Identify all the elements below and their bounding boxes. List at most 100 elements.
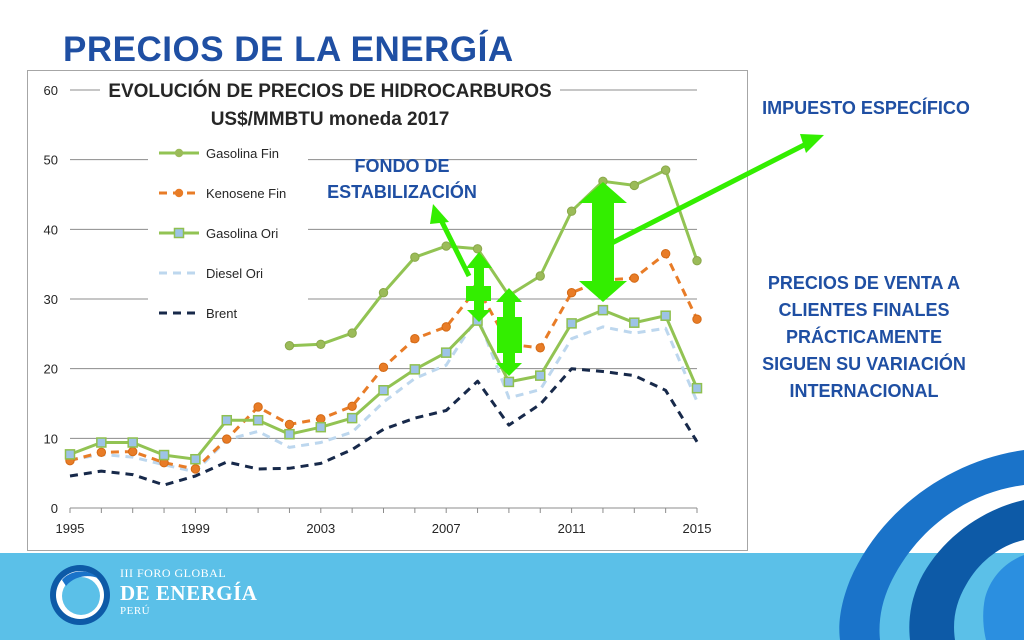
y-tick-label: 0 xyxy=(51,501,58,516)
note-line: CLIENTES FINALES xyxy=(778,300,950,320)
data-point-kenosene-fin xyxy=(598,275,608,285)
chart-subtitle: US$/MMBTU moneda 2017 xyxy=(211,109,450,130)
note-precios-venta: PRECIOS DE VENTA A CLIENTES FINALES PRÁC… xyxy=(752,270,976,405)
data-point-gasolina-fin xyxy=(316,339,326,349)
legend-label-gasolina-ori: Gasolina Ori xyxy=(206,226,278,241)
data-point-gasolina-ori xyxy=(158,449,170,461)
note-line: SIGUEN SU VARIACIÓN xyxy=(762,354,966,374)
y-tick-label: 20 xyxy=(44,362,58,377)
data-point-gasolina-fin xyxy=(410,252,420,262)
x-tick-label: 1995 xyxy=(56,521,85,536)
corner-swoosh-decoration xyxy=(839,450,1024,640)
y-tick-label: 40 xyxy=(44,222,58,237)
data-point-kenosene-fin xyxy=(222,434,232,444)
data-point-gasolina-ori xyxy=(566,318,577,329)
legend-marker-kenosene-fin xyxy=(174,188,184,198)
legend-marker-gasolina-ori xyxy=(173,227,185,239)
data-point-kenosene-fin xyxy=(629,273,639,283)
legend-label-gasolina-fin: Gasolina Fin xyxy=(206,146,279,161)
data-point-gasolina-ori xyxy=(315,421,327,433)
series-line-gasolina-ori xyxy=(69,308,699,461)
data-point-gasolina-ori xyxy=(284,428,295,440)
y-tick-label: 10 xyxy=(44,431,58,446)
data-point-kenosene-fin xyxy=(128,446,138,457)
data-point-gasolina-fin xyxy=(566,206,577,216)
data-point-kenosene-fin xyxy=(535,343,545,353)
data-point-gasolina-fin xyxy=(378,288,389,298)
line-chart: 0 10 20 30 40 50 60 1995 1999 2003 2007 2011 2015 Ga… xyxy=(44,75,712,536)
page-title: PRECIOS DE LA ENERGÍA xyxy=(63,30,514,69)
x-tick-label: 2011 xyxy=(558,521,586,536)
note-line: PRÁCTICAMENTE xyxy=(786,327,942,347)
y-tick-label: 30 xyxy=(44,292,58,307)
data-point-gasolina-ori xyxy=(378,385,389,396)
data-point-kenosene-fin xyxy=(378,362,389,372)
data-point-gasolina-ori xyxy=(346,412,358,424)
data-point-gasolina-fin xyxy=(629,180,639,191)
x-tick-label: 2003 xyxy=(306,521,335,536)
data-point-gasolina-ori xyxy=(691,382,703,394)
data-point-gasolina-ori xyxy=(190,453,201,465)
chart-container: 0 10 20 30 40 50 60 1995 1999 2003 2007 2011 2015 Ga… xyxy=(27,70,748,551)
data-point-gasolina-ori xyxy=(472,315,483,326)
data-point-gasolina-ori xyxy=(440,347,452,358)
axes: 0 10 20 30 40 50 60 1995 1999 2003 2007 2011 2015 xyxy=(44,83,712,536)
data-point-gasolina-ori xyxy=(64,449,76,460)
data-point-gasolina-fin xyxy=(284,340,295,351)
footer-line-1: III FORO GLOBAL xyxy=(120,566,227,580)
data-point-kenosene-fin xyxy=(253,402,263,412)
foro-logo-icon xyxy=(50,565,110,625)
y-tick-label: 50 xyxy=(44,153,58,168)
note-line: FONDO DE xyxy=(354,156,450,176)
note-line: ESTABILIZACIÓN xyxy=(327,182,477,202)
footer-brand: III FORO GLOBAL DE ENERGÍA PERÚ xyxy=(120,566,257,617)
data-point-gasolina-fin xyxy=(660,165,671,175)
legend-label-diesel-ori: Diesel Ori xyxy=(206,266,263,281)
data-point-kenosene-fin xyxy=(566,288,577,298)
note-line: PRECIOS DE VENTA A xyxy=(767,273,961,293)
data-point-kenosene-fin xyxy=(410,334,420,344)
note-fondo-estabilizacion: FONDO DE ESTABILIZACIÓN xyxy=(322,153,482,205)
data-point-gasolina-ori xyxy=(96,437,107,448)
footer-line-2: DE ENERGÍA xyxy=(120,581,258,605)
legend-marker-gasolina-fin xyxy=(174,148,184,158)
data-point-gasolina-fin xyxy=(598,176,608,186)
x-tick-label: 1999 xyxy=(181,521,210,536)
data-point-gasolina-fin xyxy=(347,328,357,338)
data-point-gasolina-fin xyxy=(504,290,514,301)
data-point-kenosene-fin xyxy=(472,283,483,293)
data-point-gasolina-fin xyxy=(692,255,702,266)
data-point-kenosene-fin xyxy=(347,401,357,411)
data-point-kenosene-fin xyxy=(316,414,326,424)
y-tick-label: 60 xyxy=(44,83,58,98)
data-point-gasolina-ori xyxy=(629,317,640,328)
data-point-kenosene-fin xyxy=(504,339,514,349)
data-point-gasolina-fin xyxy=(441,241,451,251)
note-line: INTERNACIONAL xyxy=(789,381,939,401)
legend-label-brent: Brent xyxy=(206,306,237,321)
x-tick-label: 2007 xyxy=(432,521,461,536)
data-point-gasolina-ori xyxy=(409,364,421,375)
data-point-kenosene-fin xyxy=(284,419,295,430)
chart-title: EVOLUCIÓN DE PRECIOS DE HIDROCARBUROS xyxy=(108,80,551,102)
note-impuesto-especifico: IMPUESTO ESPECÍFICO xyxy=(756,98,976,119)
data-point-gasolina-ori xyxy=(503,376,515,388)
data-point-kenosene-fin xyxy=(190,464,201,474)
data-point-gasolina-ori xyxy=(221,414,232,426)
data-point-kenosene-fin xyxy=(96,447,107,457)
data-point-gasolina-ori xyxy=(597,304,609,316)
data-point-kenosene-fin xyxy=(660,249,671,259)
legend-label-kenosene-fin: Kenosene Fin xyxy=(206,186,286,201)
data-point-gasolina-fin xyxy=(535,271,545,281)
data-point-gasolina-ori xyxy=(660,310,671,321)
data-point-kenosene-fin xyxy=(441,322,451,332)
legend: Gasolina Fin Kenosene Fin Gasolina Ori Dies… xyxy=(148,137,308,329)
x-tick-label: 2015 xyxy=(683,521,712,536)
data-point-gasolina-ori xyxy=(535,370,546,381)
data-point-gasolina-fin xyxy=(472,244,483,254)
data-point-kenosene-fin xyxy=(692,314,702,324)
note-line: IMPUESTO ESPECÍFICO xyxy=(762,98,970,118)
chart-title-backdrop xyxy=(100,75,560,133)
data-point-gasolina-ori xyxy=(127,437,138,448)
data-point-gasolina-ori xyxy=(252,414,264,426)
